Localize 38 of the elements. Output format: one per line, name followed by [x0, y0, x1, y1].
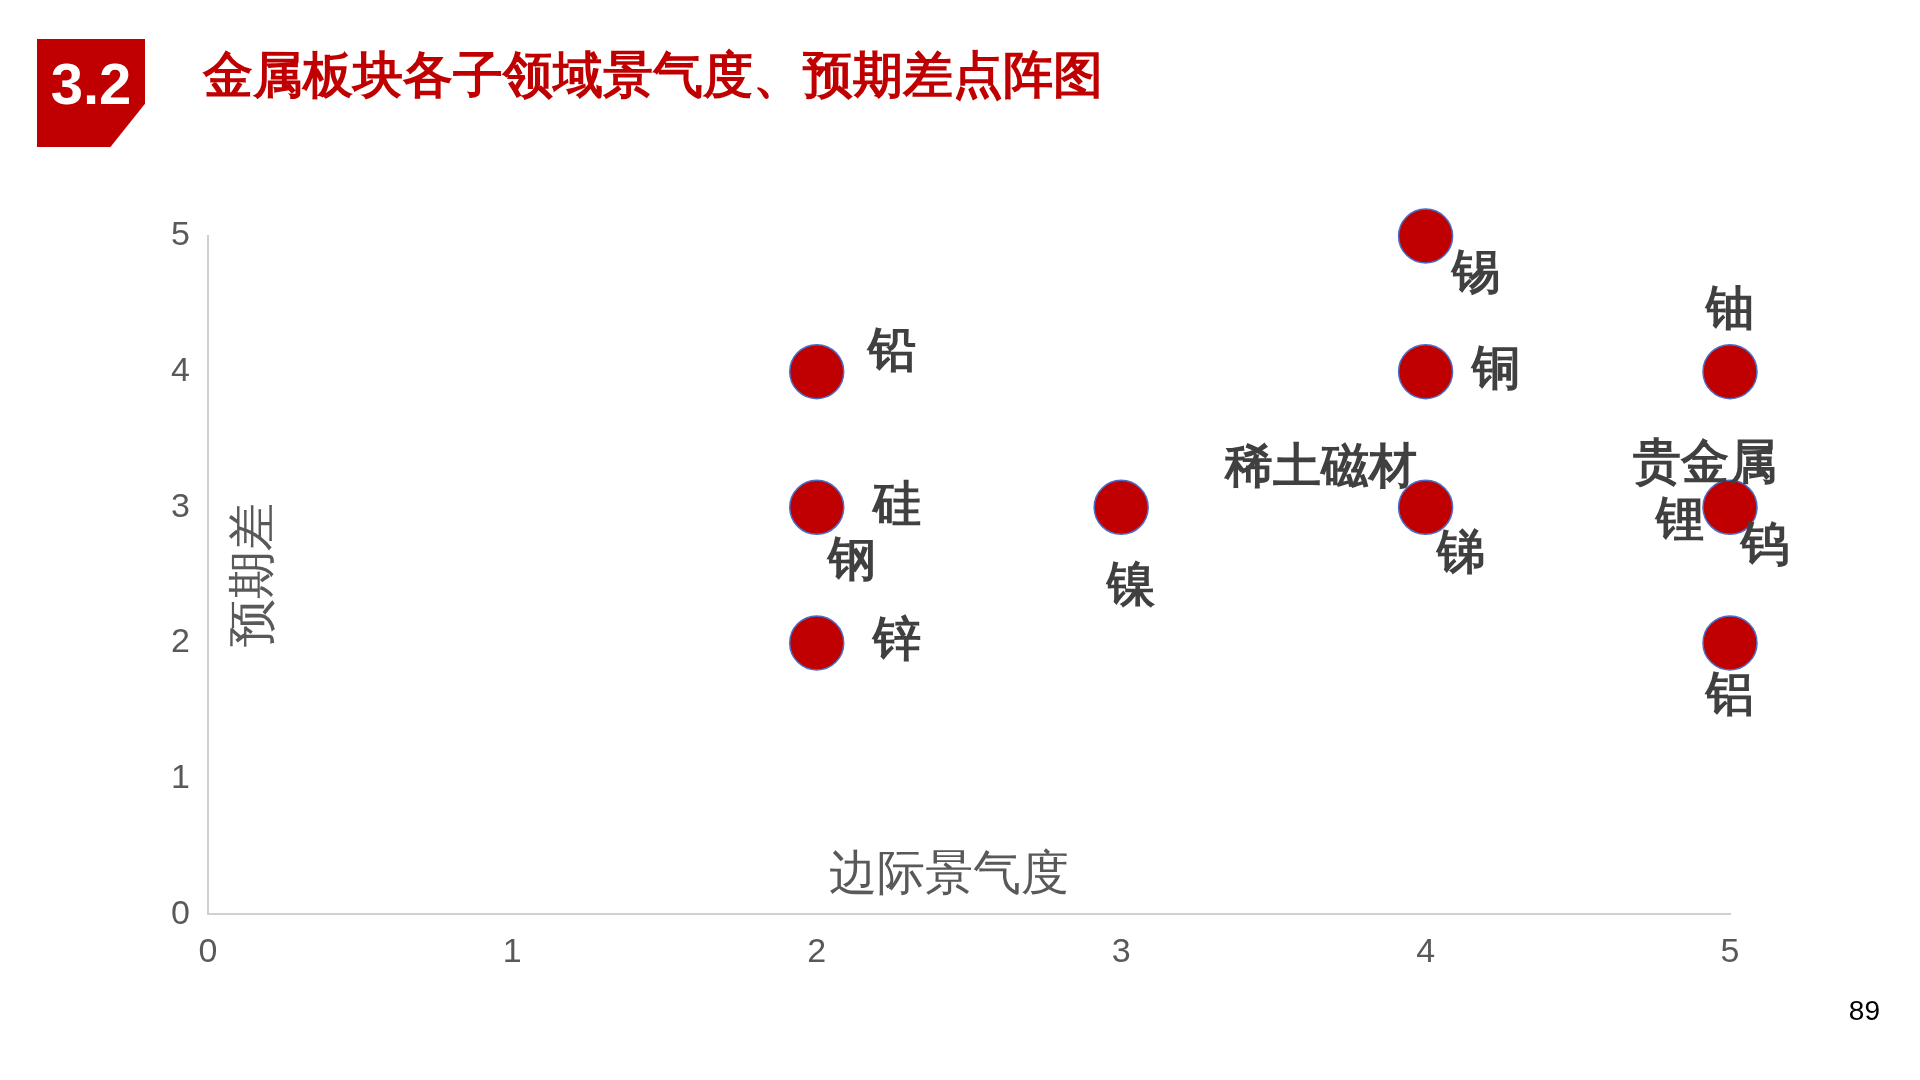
annotation: 稀土磁材 [1222, 436, 1417, 493]
x-axis-title: 边际景气度 [828, 843, 1069, 900]
chart-title: 金属板块各子领域景气度、预期差点阵图 [203, 45, 1103, 106]
annotation: 钨 [1739, 514, 1789, 571]
x-tick-label: 1 [502, 930, 522, 969]
annotation: 镍 [1105, 554, 1157, 611]
point [789, 343, 845, 400]
annotation: 钢 [825, 529, 876, 586]
point [1397, 343, 1454, 400]
x-tick-label: 3 [1111, 930, 1131, 969]
x-tick-label: 5 [1720, 930, 1740, 969]
annotation: 铜 [1469, 339, 1520, 396]
x-tick-label: 0 [198, 930, 218, 969]
y-tick-label: 4 [170, 350, 190, 389]
annotation: 硅 [870, 474, 921, 531]
annotation: 铅 [865, 321, 916, 378]
y-tick-label: 2 [170, 621, 190, 660]
text: 89 [1848, 995, 1880, 1027]
point [1702, 343, 1758, 400]
annotation: 锌 [870, 610, 921, 667]
point [1702, 615, 1758, 671]
y-tick-label: 1 [170, 756, 190, 795]
text: 3.2 [37, 39, 145, 147]
y-axis-title: 预期差 [223, 503, 280, 648]
y-tick-label: 0 [170, 892, 190, 931]
annotation: 贵金属 [1633, 432, 1777, 489]
annotation: 锂 [1654, 489, 1704, 546]
annotation: 铀 [1704, 279, 1754, 336]
x-tick-label: 2 [807, 930, 827, 969]
x-tick-label: 4 [1416, 930, 1436, 969]
y-tick-label: 5 [170, 214, 190, 253]
annotation: 锡 [1449, 243, 1500, 300]
annotation: 铝 [1704, 665, 1754, 722]
point [1093, 479, 1149, 536]
annotation: 锑 [1434, 522, 1485, 579]
point [789, 479, 845, 536]
y-tick-label: 3 [170, 485, 190, 524]
point [789, 615, 845, 671]
